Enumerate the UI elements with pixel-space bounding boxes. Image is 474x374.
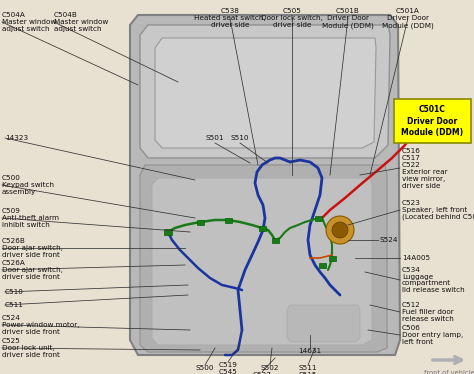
FancyBboxPatch shape <box>394 99 471 143</box>
Text: C509
Anti-theft alarm
inhibit switch: C509 Anti-theft alarm inhibit switch <box>2 208 59 228</box>
Text: S501: S501 <box>206 135 224 141</box>
Text: C500
Keypad switch
assembly: C500 Keypad switch assembly <box>2 175 54 195</box>
Text: S511
S515: S511 S515 <box>299 365 317 374</box>
Text: S510: S510 <box>231 135 249 141</box>
Bar <box>272 238 279 243</box>
Text: C501A
Driver Door
Module (DDM): C501A Driver Door Module (DDM) <box>382 8 434 28</box>
Text: S524: S524 <box>380 237 399 243</box>
Text: C501C
Driver Door
Module (DDM): C501C Driver Door Module (DDM) <box>401 105 464 137</box>
Bar <box>315 216 322 221</box>
Text: C523
Speaker, left front
(Located behind C505): C523 Speaker, left front (Located behind… <box>402 200 474 220</box>
Text: C519
C545
Seat control
switch, driver
side front: C519 C545 Seat control switch, driver si… <box>203 362 253 374</box>
Bar <box>225 218 232 223</box>
Text: C524
Power window motor,
driver side front: C524 Power window motor, driver side fro… <box>2 315 80 335</box>
Polygon shape <box>155 38 376 148</box>
Text: C504B
Master window
adjust switch: C504B Master window adjust switch <box>54 12 108 32</box>
Bar <box>319 263 326 268</box>
Text: C534
Luggage
compartment
lid release switch: C534 Luggage compartment lid release swi… <box>402 267 465 294</box>
Polygon shape <box>152 178 372 345</box>
Text: 14A005: 14A005 <box>402 255 430 261</box>
Circle shape <box>332 222 348 238</box>
Text: C526A
Door ajar switch,
driver side front: C526A Door ajar switch, driver side fron… <box>2 260 63 280</box>
Text: C527
Exterior rear view
mirror switch: C527 Exterior rear view mirror switch <box>230 372 294 374</box>
Polygon shape <box>130 15 400 355</box>
Polygon shape <box>287 305 360 342</box>
Text: C506
Door entry lamp,
left front: C506 Door entry lamp, left front <box>402 325 463 345</box>
Circle shape <box>326 216 354 244</box>
Text: C525
Door lock unit,
driver side front: C525 Door lock unit, driver side front <box>2 338 60 358</box>
Text: C501B
Driver Door
Module (DDM): C501B Driver Door Module (DDM) <box>322 8 374 28</box>
Text: C504A
Master window
adjust switch: C504A Master window adjust switch <box>2 12 56 32</box>
Bar <box>259 226 266 231</box>
Bar <box>164 229 172 235</box>
Text: C511: C511 <box>5 302 24 308</box>
Bar <box>197 220 204 225</box>
Text: S502: S502 <box>261 365 279 371</box>
Text: C512
Fuel filler door
release switch: C512 Fuel filler door release switch <box>402 302 454 322</box>
Bar <box>329 256 336 261</box>
Text: S500: S500 <box>196 365 214 371</box>
Text: 14631: 14631 <box>299 348 321 354</box>
Text: front of vehicle: front of vehicle <box>424 370 474 374</box>
Text: C516
C517
C522
Exterior rear
view mirror,
driver side: C516 C517 C522 Exterior rear view mirror… <box>402 147 447 188</box>
Text: C510: C510 <box>5 289 24 295</box>
Text: C526B
Door ajar switch,
driver side front: C526B Door ajar switch, driver side fron… <box>2 238 63 258</box>
Text: C538
Heated seat switch,
driver side: C538 Heated seat switch, driver side <box>194 8 266 28</box>
Text: 14323: 14323 <box>5 135 28 141</box>
Polygon shape <box>140 25 390 158</box>
Polygon shape <box>140 165 387 352</box>
Text: C505
Door lock switch,
driver side: C505 Door lock switch, driver side <box>261 8 323 28</box>
